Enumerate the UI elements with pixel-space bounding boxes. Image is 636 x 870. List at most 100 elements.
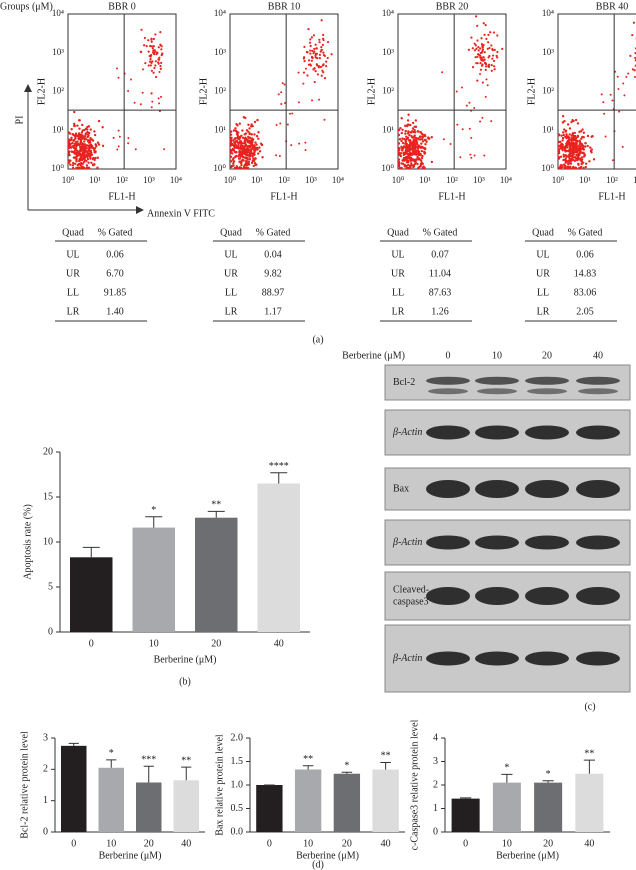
event-dot (633, 76, 636, 79)
event-dot (400, 139, 403, 143)
lane-label: 40 (593, 350, 603, 361)
event-dot (474, 56, 477, 59)
y-tick-label: 2 (43, 764, 48, 775)
event-dot (254, 157, 257, 160)
table-cell: UL (66, 249, 79, 260)
event-dot (420, 149, 424, 153)
error-bar (82, 546, 100, 558)
event-dot (82, 150, 85, 154)
event-dot (423, 152, 426, 155)
event-dot (578, 141, 582, 144)
event-dot (490, 44, 493, 47)
table-cell: 0.07 (431, 249, 449, 260)
event-dot (417, 151, 421, 155)
event-dot (235, 166, 239, 170)
event-dot (235, 140, 238, 143)
event-dot (72, 146, 76, 150)
table-cell: 1.40 (106, 306, 124, 317)
event-dot (399, 152, 403, 155)
event-dot (127, 142, 130, 145)
event-dot (239, 147, 243, 151)
event-dot (400, 162, 403, 165)
event-dot (229, 133, 233, 136)
event-dot (84, 147, 87, 151)
x-tick-label: 20 (543, 838, 553, 849)
event-dot (87, 141, 91, 144)
lane-label: 20 (542, 350, 552, 361)
event-dot (251, 155, 254, 158)
event-dot (592, 158, 596, 161)
event-dot (127, 90, 130, 93)
table-cell: LR (67, 306, 80, 317)
x-axis-label: FL1-H (438, 191, 465, 202)
event-dot (74, 134, 77, 137)
table-cell: 91.85 (104, 287, 127, 298)
event-dot (398, 138, 402, 141)
event-dot (487, 65, 491, 68)
event-dot (159, 31, 162, 34)
event-dot (159, 95, 162, 98)
event-dot (256, 118, 259, 122)
event-dot (237, 137, 241, 141)
event-dot (427, 136, 430, 139)
y-tick-label: 10³ (542, 47, 554, 57)
event-dot (479, 68, 483, 71)
event-dot (631, 33, 634, 37)
x-tick-label: 0 (463, 838, 468, 849)
event-dot (576, 140, 579, 143)
event-dot (576, 144, 579, 148)
event-dot (151, 51, 155, 54)
event-dot (565, 133, 568, 136)
event-dot (150, 37, 153, 40)
event-dot (423, 147, 426, 150)
event-dot (575, 153, 578, 157)
event-dot (566, 166, 569, 170)
blot-label: Cleaved- (393, 584, 429, 595)
event-dot (471, 66, 475, 69)
event-dot (77, 143, 81, 147)
event-dot (420, 156, 424, 160)
event-dot (412, 164, 416, 168)
event-dot (604, 135, 607, 138)
event-dot (562, 131, 565, 134)
event-dot (288, 112, 291, 115)
event-dot (479, 62, 482, 65)
y-tick-label: 10² (382, 86, 394, 96)
event-dot (407, 113, 410, 116)
table-cell: LR (537, 306, 550, 317)
event-dot (475, 47, 478, 50)
event-dot (486, 47, 489, 50)
y-tick-label: 3 (43, 732, 48, 743)
event-dot (82, 160, 86, 164)
event-dot (477, 46, 480, 49)
event-dot (158, 71, 161, 74)
event-dot (234, 127, 237, 130)
event-dot (568, 149, 571, 153)
event-dot (244, 137, 248, 140)
y-tick-label: 1 (43, 795, 48, 806)
event-dot (579, 147, 582, 151)
table-header: Quad (387, 227, 409, 238)
event-dot (152, 45, 155, 48)
blot-label: Bax (393, 483, 409, 494)
event-dot (94, 156, 97, 160)
event-dot (425, 140, 428, 143)
event-dot (94, 144, 98, 147)
event-dot (403, 124, 407, 128)
event-dot (96, 166, 99, 169)
event-dot (86, 138, 90, 142)
event-dot (397, 158, 401, 161)
event-dot (574, 138, 577, 141)
event-dot (158, 56, 161, 59)
event-dot (403, 163, 406, 167)
event-dot (245, 159, 248, 163)
event-dot (406, 166, 409, 170)
event-dot (90, 145, 94, 148)
event-dot (322, 38, 325, 42)
event-dot (581, 128, 584, 131)
event-dot (241, 142, 244, 145)
event-dot (561, 136, 565, 140)
band (576, 651, 620, 666)
event-dot (77, 119, 81, 122)
event-dot (489, 31, 492, 34)
